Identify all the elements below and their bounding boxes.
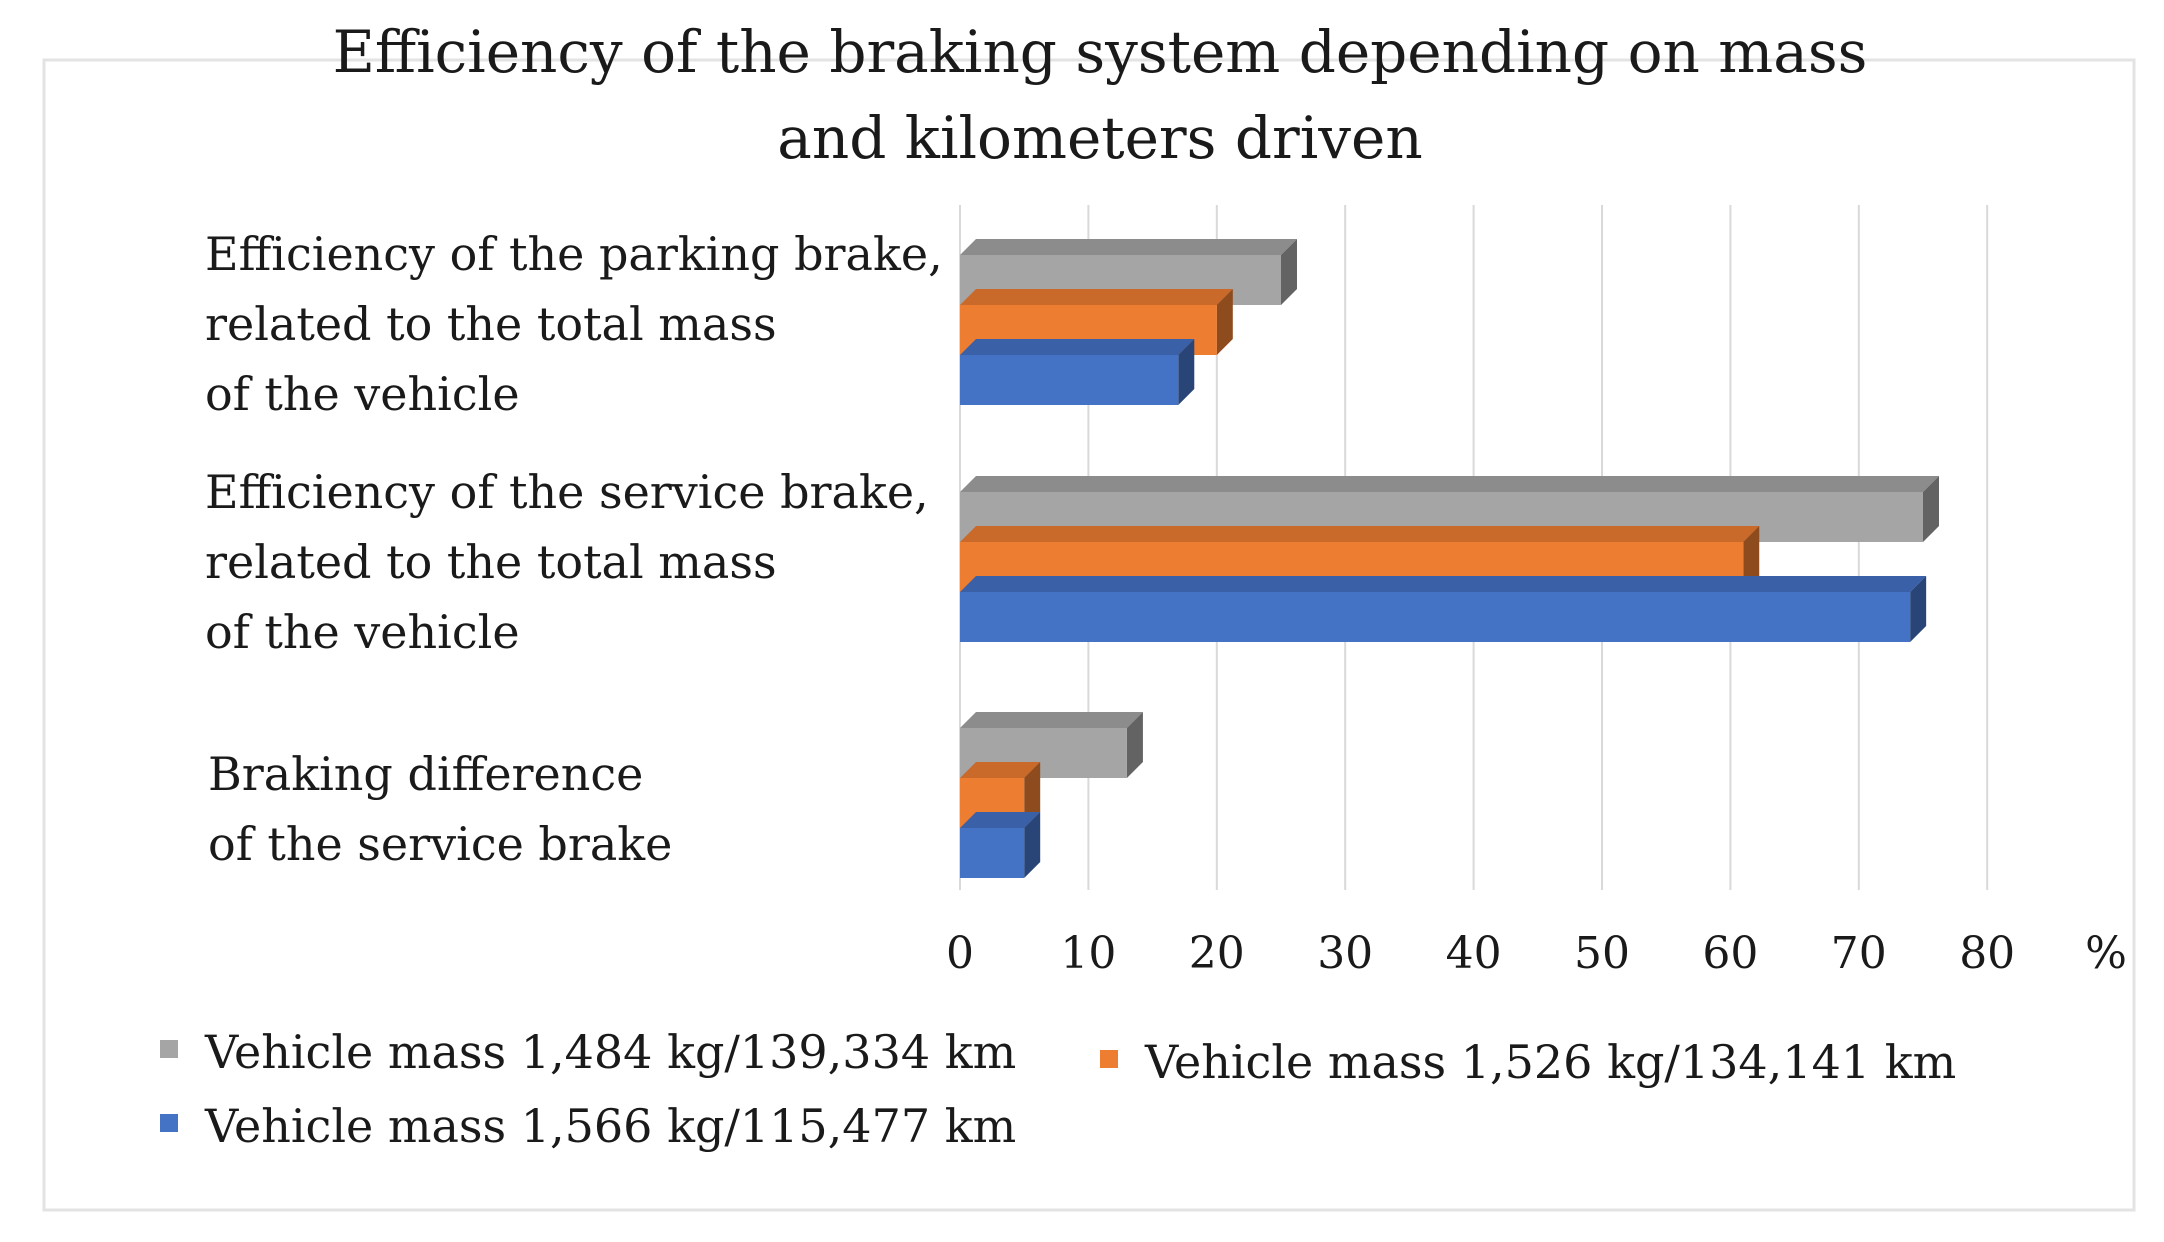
bar-side-face — [1126, 712, 1143, 778]
bar-top-face — [960, 576, 1927, 592]
legend-label: Vehicle mass 1,484 kg/139,334 km — [204, 1025, 1016, 1079]
bar-top-face — [960, 812, 1041, 828]
legend-label: Vehicle mass 1,566 kg/115,477 km — [204, 1099, 1016, 1153]
legend-swatch — [160, 1114, 178, 1132]
bar-side-face — [1923, 476, 1939, 542]
category-labels: Braking difference of the service brake Ef… — [205, 227, 943, 871]
bar-top-face — [960, 239, 1297, 255]
x-tick-label: 20 — [1189, 928, 1245, 979]
bar-2-0 — [960, 355, 1179, 405]
bar-side-face — [1024, 812, 1041, 878]
category-label-line: related to the total mass — [205, 297, 777, 351]
category-label-line: Braking difference — [208, 747, 643, 801]
bar-top-face — [960, 712, 1143, 728]
bar-top-face — [960, 526, 1760, 542]
x-tick-label: 40 — [1446, 928, 1502, 979]
x-tick-label: 30 — [1317, 928, 1373, 979]
chart-frame — [42, 58, 2136, 1212]
bar-side-face — [1024, 762, 1041, 828]
category-label-line: related to the total mass — [205, 535, 777, 589]
x-axis-ticks: 0 10 20 30 40 50 60 70 80% — [946, 928, 2127, 979]
x-tick-label: 10 — [1060, 928, 1116, 979]
category-label-line: of the vehicle — [205, 605, 520, 659]
category-label-line: of the service brake — [208, 817, 672, 871]
bar-side-face — [1281, 239, 1297, 305]
bar-top-face — [960, 339, 1195, 355]
legend-swatch — [1100, 1050, 1118, 1068]
category-label-line: Efficiency of the parking brake, — [205, 227, 943, 281]
chart-title-line: Efficiency of the braking system dependi… — [333, 18, 1868, 86]
bar-side-face — [1910, 576, 1927, 642]
bar-top-face — [960, 289, 1233, 305]
chart-title-line: and kilometers driven — [777, 104, 1422, 172]
x-axis-unit: % — [2085, 928, 2127, 979]
bar-0-0 — [960, 828, 1025, 878]
bar-top-face — [960, 476, 1939, 492]
category-label-line: of the vehicle — [205, 367, 520, 421]
bars — [960, 239, 1939, 878]
chart-title: Efficiency of the braking system dependi… — [333, 18, 1868, 172]
x-tick-label: 0 — [946, 928, 974, 979]
bar-side-face — [1743, 526, 1760, 592]
x-tick-label: 50 — [1574, 928, 1630, 979]
legend-swatch — [160, 1040, 178, 1058]
x-tick-label: 60 — [1702, 928, 1758, 979]
bar-side-face — [1216, 289, 1233, 355]
x-tick-label: 80 — [1959, 928, 2015, 979]
legend: Vehicle mass 1,484 kg/139,334 km Vehicle … — [160, 1025, 1956, 1153]
bar-side-face — [1178, 339, 1195, 405]
category-label-line: Efficiency of the service brake, — [205, 465, 929, 519]
bar-top-face — [960, 762, 1041, 778]
bar-1-0 — [960, 592, 1911, 642]
x-tick-label: 70 — [1831, 928, 1887, 979]
legend-label: Vehicle mass 1,526 kg/134,141 km — [1144, 1035, 1956, 1089]
